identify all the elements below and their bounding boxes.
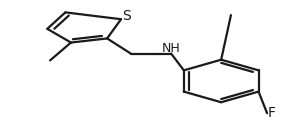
Text: NH: NH <box>162 42 180 55</box>
Text: F: F <box>268 106 276 120</box>
Text: S: S <box>122 9 131 23</box>
